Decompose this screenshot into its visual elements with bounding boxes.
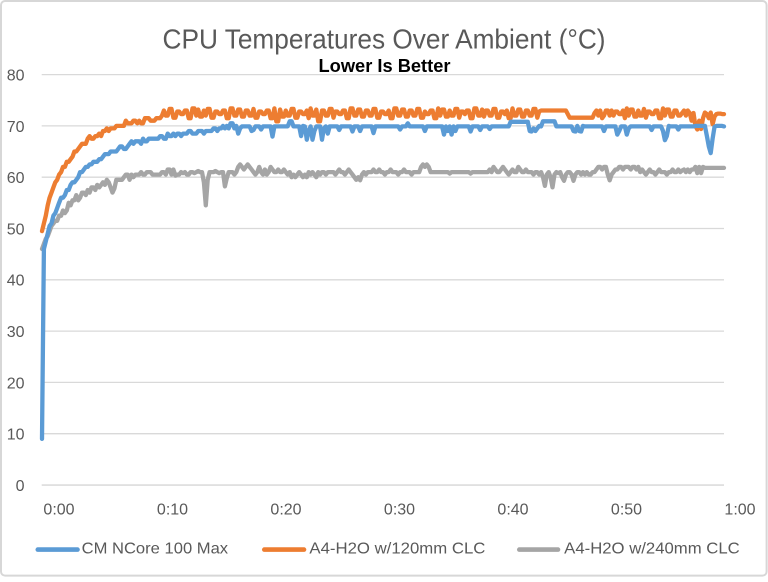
- svg-text:20: 20: [7, 375, 25, 392]
- svg-text:Lower Is Better: Lower Is Better: [319, 55, 451, 76]
- svg-text:40: 40: [7, 273, 25, 290]
- svg-text:10: 10: [7, 427, 25, 444]
- svg-text:0:40: 0:40: [497, 502, 528, 519]
- svg-text:A4-H2O w/240mm CLC: A4-H2O w/240mm CLC: [564, 541, 740, 558]
- svg-text:0:30: 0:30: [384, 502, 415, 519]
- svg-text:50: 50: [7, 221, 25, 238]
- svg-text:30: 30: [7, 324, 25, 341]
- svg-text:0:00: 0:00: [43, 502, 74, 519]
- svg-text:80: 80: [7, 68, 25, 85]
- svg-text:A4-H2O w/120mm CLC: A4-H2O w/120mm CLC: [309, 541, 485, 558]
- svg-text:0:50: 0:50: [611, 502, 642, 519]
- svg-text:CPU Temperatures Over Ambient: CPU Temperatures Over Ambient (°C): [163, 23, 606, 54]
- svg-text:CM NCore 100 Max: CM NCore 100 Max: [82, 541, 229, 558]
- svg-text:70: 70: [7, 119, 25, 136]
- svg-text:0: 0: [16, 478, 25, 495]
- svg-text:60: 60: [7, 170, 25, 187]
- svg-text:0:10: 0:10: [157, 502, 188, 519]
- svg-text:0:20: 0:20: [270, 502, 301, 519]
- svg-text:1:00: 1:00: [724, 502, 755, 519]
